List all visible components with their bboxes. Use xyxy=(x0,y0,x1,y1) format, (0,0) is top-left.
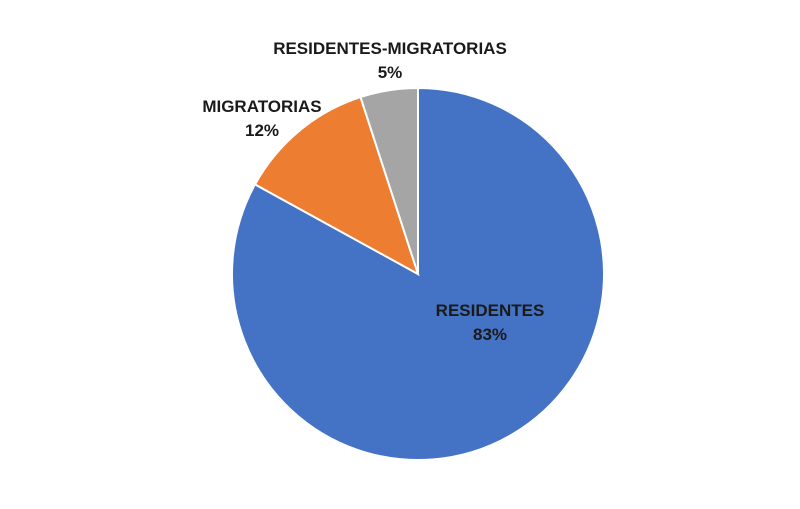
slice-percent-label: 5% xyxy=(378,63,403,82)
slice-category-label: MIGRATORIAS xyxy=(202,97,321,116)
pie-slices xyxy=(231,86,605,461)
slice-category-label: RESIDENTES xyxy=(436,301,545,320)
slice-percent-label: 12% xyxy=(245,121,279,140)
slice-category-label: RESIDENTES-MIGRATORIAS xyxy=(273,39,507,58)
pie-labels: RESIDENTES 83% MIGRATORIAS 12% RESIDENTES-MI… xyxy=(202,39,544,344)
pie-slice-residentes-migratorias xyxy=(359,86,419,275)
slice-percent-label: 83% xyxy=(473,325,507,344)
pie-slice-migratorias xyxy=(253,95,420,277)
